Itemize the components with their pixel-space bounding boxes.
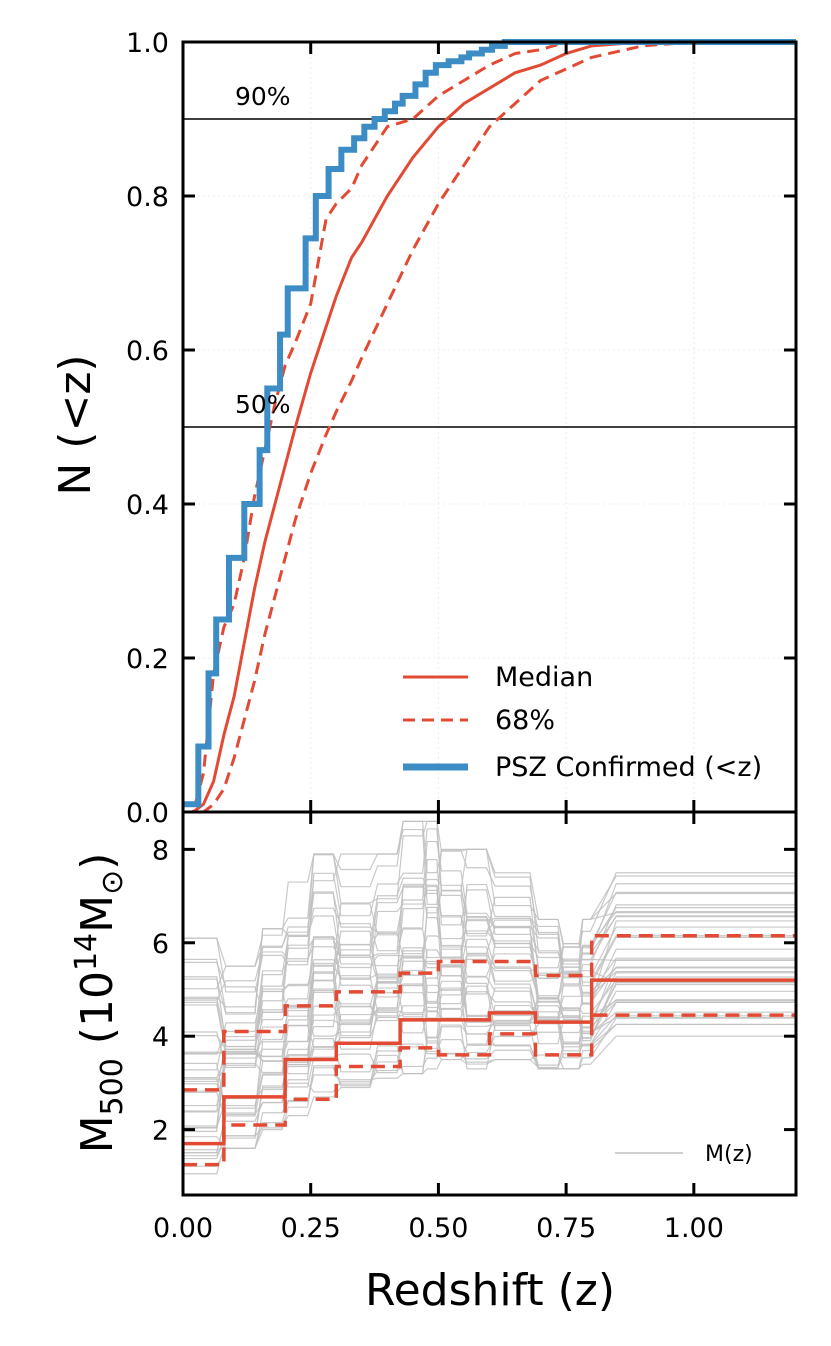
realization-line-35 [183, 1017, 796, 1151]
x-tick-label-2: 0.50 [408, 1213, 468, 1244]
annotation-50-percent: 50% [235, 390, 291, 419]
series-median [183, 40, 796, 814]
realization-line-13 [183, 820, 796, 990]
bottom-ytick-label-0: 2 [152, 1116, 169, 1147]
ylabel-exp: 14 [69, 933, 104, 971]
bottom-ytick-label-2: 6 [152, 929, 169, 960]
realization-line-29 [183, 948, 796, 1079]
x-tick-label-3: 0.75 [536, 1213, 596, 1244]
ylabel-unit-open: (10 [72, 971, 123, 1058]
realization-line-30 [183, 950, 796, 1114]
legend-mz-label: M(z) [705, 1142, 753, 1167]
legend-confirmed-label: PSZ Confirmed (<z) [495, 752, 762, 783]
legend-median-label: Median [495, 662, 593, 693]
bottom-ytick-label-1: 4 [152, 1022, 169, 1053]
top-ytick-label-1: 0.2 [126, 644, 169, 675]
realization-line-11 [183, 953, 796, 1058]
bottom-series-median [183, 978, 796, 1146]
ylabel-close: ) [72, 853, 123, 870]
x-axis-title: Redshift (z) [365, 1265, 615, 1316]
series-68-lower [183, 40, 796, 814]
top-ticks: 0.0 0.2 0.4 0.6 0.8 1.0 [126, 28, 796, 829]
ylabel-m: M [72, 1115, 123, 1153]
top-y-axis-title: N (<z) [50, 354, 101, 495]
realization-line-20 [183, 964, 796, 1127]
bottom-axes-frame [181, 810, 798, 1197]
bottom-ytick-label-3: 8 [152, 835, 169, 866]
bottom-legend: M(z) [615, 1142, 753, 1167]
top-legend: Median 68% PSZ Confirmed (<z) [403, 662, 762, 783]
bottom-series [183, 934, 796, 1167]
top-ytick-label-3: 0.6 [126, 336, 169, 367]
top-ytick-label-5: 1.0 [126, 28, 169, 59]
realization-line-37 [183, 885, 796, 1048]
realization-line-12 [183, 916, 796, 1071]
top-reference-lines [183, 118, 796, 428]
bottom-series-68-upper [183, 934, 796, 1092]
top-ytick-label-4: 0.8 [126, 182, 169, 213]
ylabel-sun: ⊙ [95, 870, 130, 895]
x-tick-label-1: 0.25 [281, 1213, 341, 1244]
bottom-y-axis-title: M500 (1014M⊙) [69, 853, 130, 1154]
realization-line-34 [183, 877, 796, 1038]
cumulative-redshift-panel: 0.0 0.2 0.4 0.6 0.8 1.0 90% 50% Median 68% PS… [50, 28, 798, 829]
x-tick-label-0: 0.00 [153, 1213, 213, 1244]
bottom-ticks: 2 4 6 8 0.00 0.25 0.50 0.75 1.00 [152, 812, 796, 1244]
annotation-90-percent: 90% [235, 82, 291, 111]
legend-68-label: 68% [495, 705, 555, 736]
top-ytick-label-0: 0.0 [126, 798, 169, 829]
ylabel-500: 500 [95, 1058, 130, 1115]
x-tick-label-4: 1.00 [664, 1213, 724, 1244]
ylabel-unit-m: M [72, 895, 123, 933]
series-psz-confirmed [183, 39, 796, 808]
top-series [183, 39, 796, 814]
mass-realizations [183, 820, 796, 1175]
bottom-series-68-lower [183, 1013, 796, 1167]
top-ytick-label-2: 0.4 [126, 490, 169, 521]
realization-line-19 [183, 828, 796, 993]
